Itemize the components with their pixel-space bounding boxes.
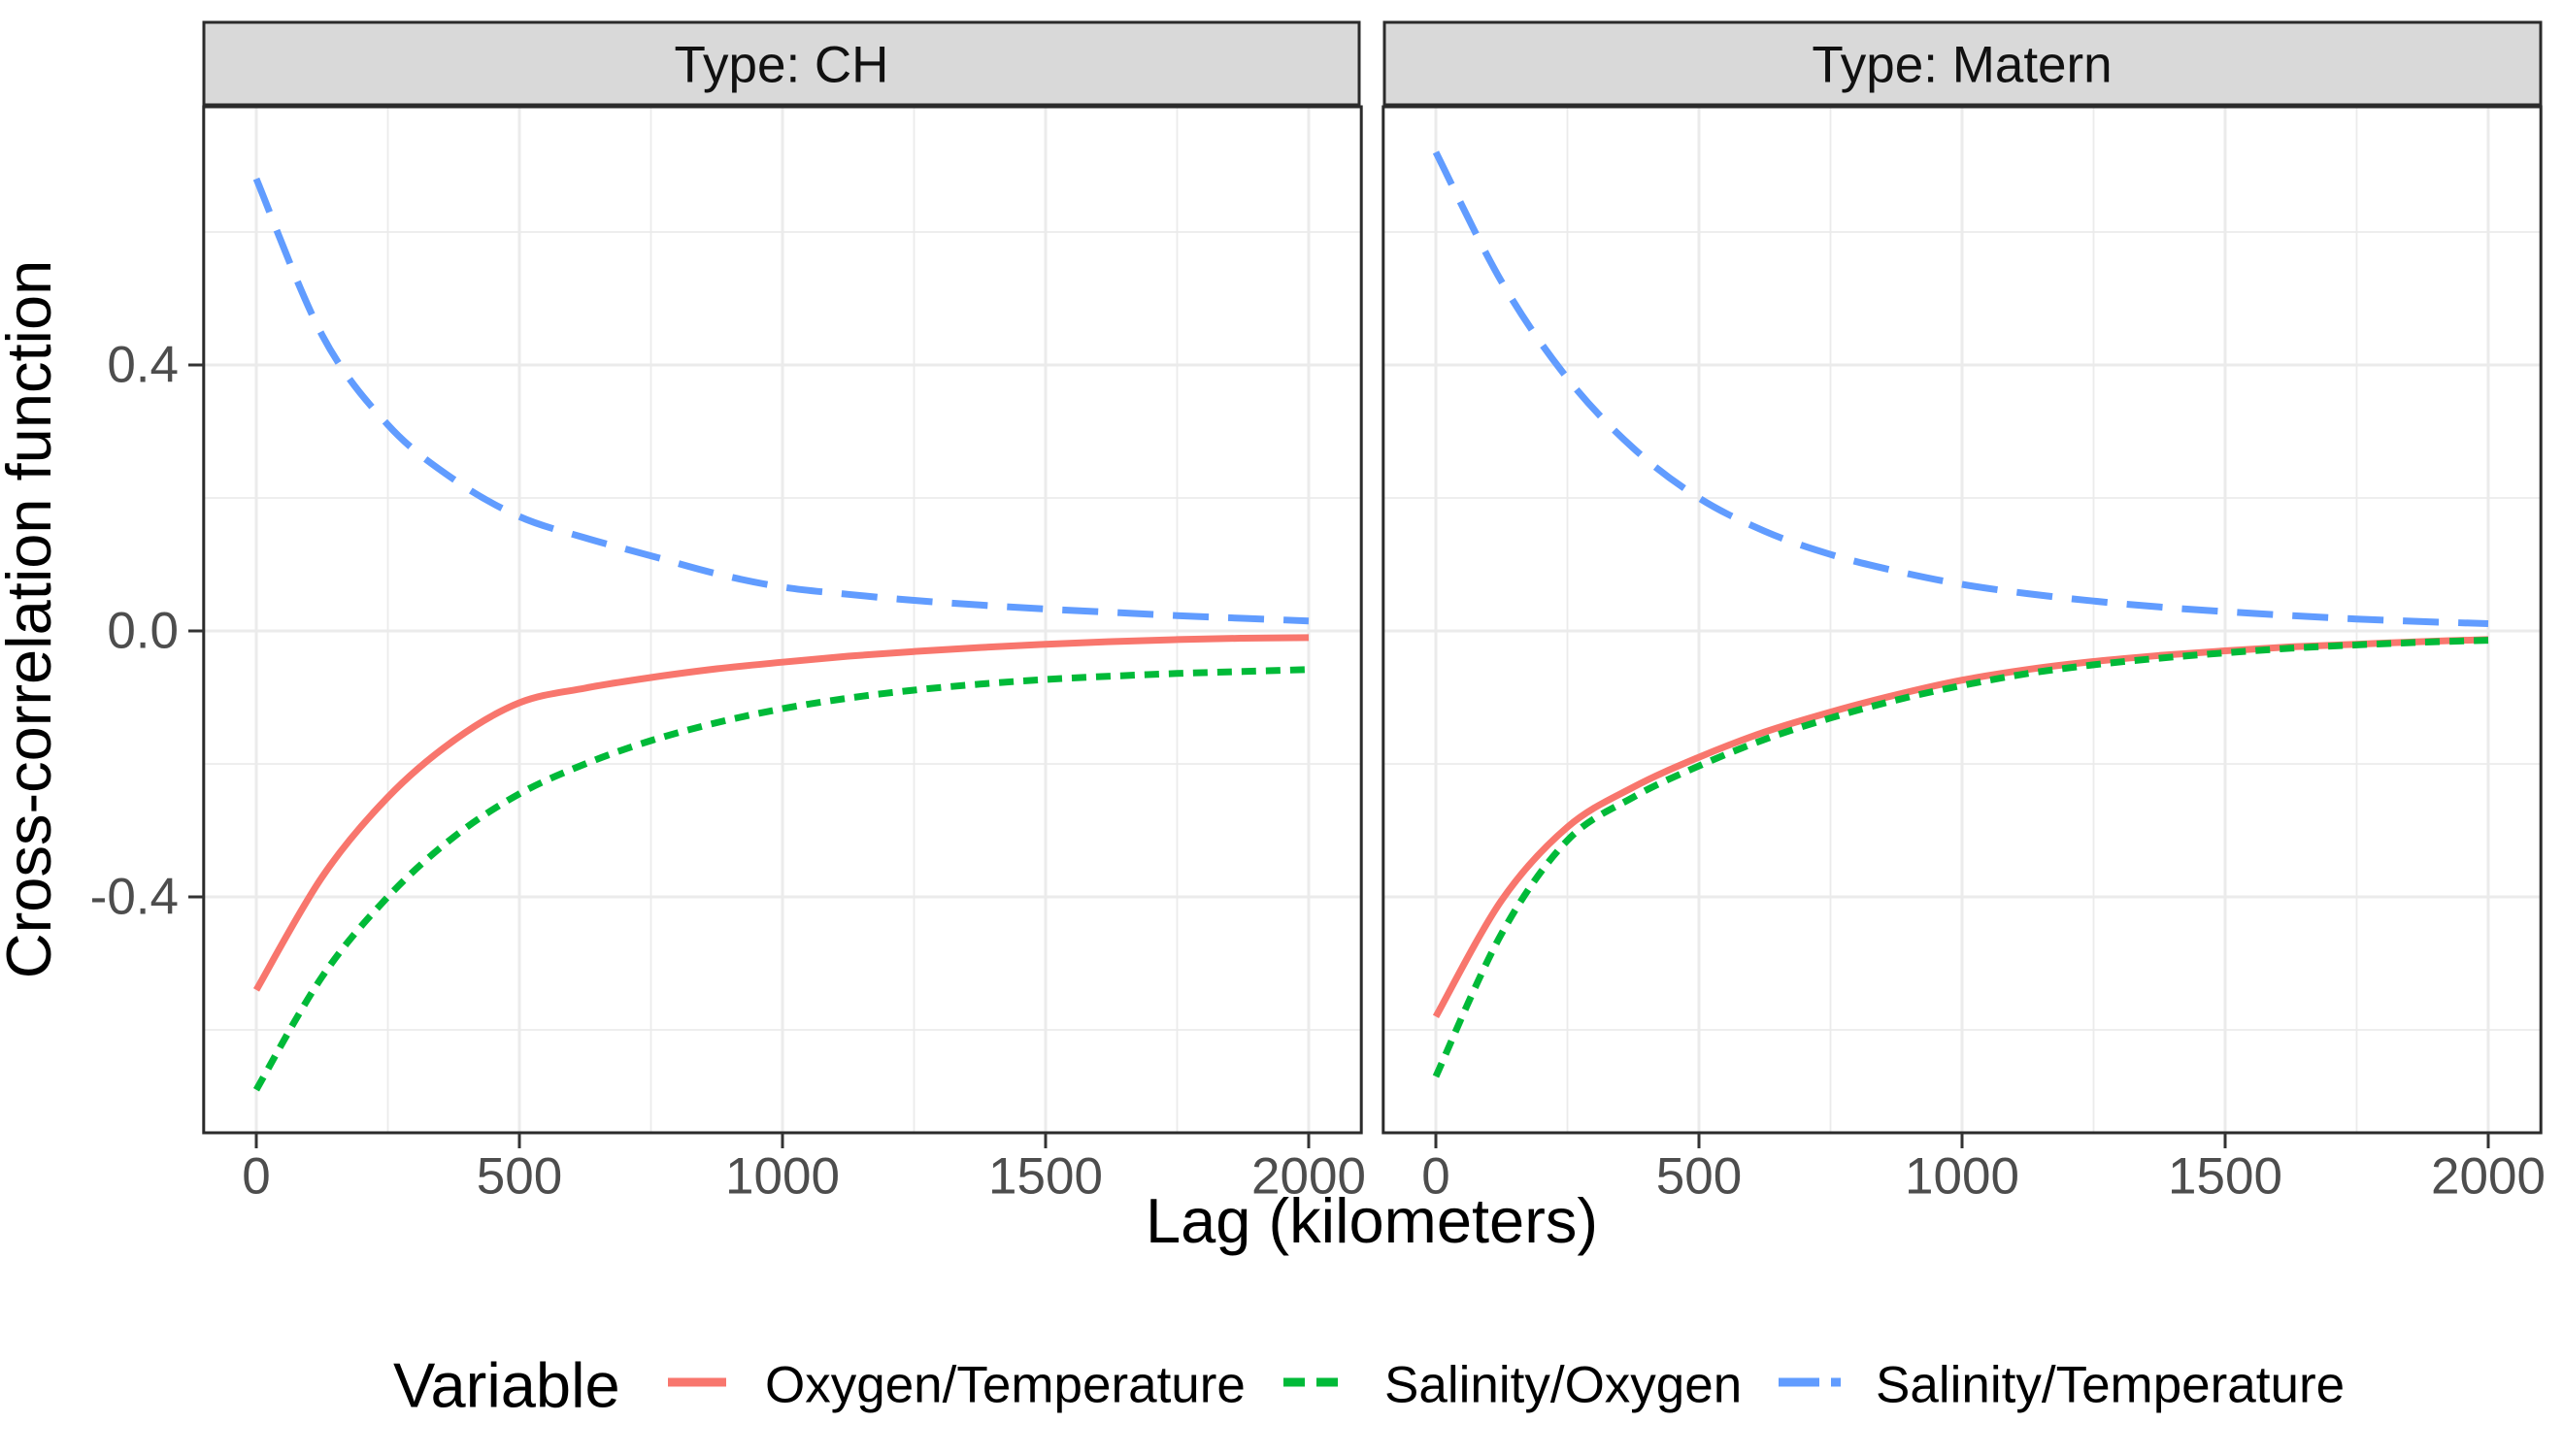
x-tick-label: 500 bbox=[477, 1148, 562, 1206]
legend-item-salinity-oxygen: Salinity/Oxygen bbox=[1283, 1357, 1742, 1414]
facet-strip-matern bbox=[1382, 20, 2543, 107]
legend-label-salinity-oxygen: Salinity/Oxygen bbox=[1384, 1357, 1742, 1414]
x-tick-label: 1000 bbox=[725, 1148, 840, 1206]
facet-strips: Type: CH Type: Matern bbox=[202, 20, 2543, 107]
curve-type--matern-salinity-temperature bbox=[1432, 150, 2489, 627]
curve-type--matern-salinity-oxygen bbox=[1432, 637, 2489, 1078]
y-tick-label: 0.0 bbox=[107, 603, 179, 660]
legend-item-salinity-temperature: Salinity/Temperature bbox=[1779, 1357, 2345, 1414]
legend-label-oxygen-temperature: Oxygen/Temperature bbox=[765, 1357, 1246, 1414]
x-tick-label: 1500 bbox=[988, 1148, 1103, 1206]
y-tick-label: -0.4 bbox=[90, 869, 179, 926]
legend: Variable Oxygen/Temperature Salinity/Oxy… bbox=[393, 1350, 2345, 1421]
legend-title: Variable bbox=[393, 1350, 620, 1421]
x-tick-label: 500 bbox=[1656, 1148, 1742, 1206]
facet-strip-label-matern: Type: Matern bbox=[1812, 37, 2112, 94]
x-tick-label: 2000 bbox=[2431, 1148, 2546, 1206]
x-axis: 0 500 1000 1500 2000 0 500 1000 1500 2000 bbox=[242, 1133, 2546, 1206]
panel-matern bbox=[1381, 105, 2543, 1135]
curve-type--ch-salinity-temperature bbox=[252, 177, 1310, 625]
x-tick-label: 1000 bbox=[1905, 1148, 2019, 1206]
legend-item-oxygen-temperature: Oxygen/Temperature bbox=[668, 1357, 1246, 1414]
facet-strip-label-ch: Type: CH bbox=[675, 37, 889, 94]
x-axis-title: Lag (kilometers) bbox=[1146, 1185, 1598, 1256]
y-tick-label: 0.4 bbox=[107, 337, 179, 394]
x-tick-label: 2000 bbox=[1251, 1148, 1366, 1206]
x-tick-label: 0 bbox=[1421, 1148, 1449, 1206]
y-axis-title: Cross-correlation function bbox=[0, 260, 64, 979]
y-axis: 0.4 0.0 -0.4 bbox=[90, 337, 204, 926]
facet-strip-ch bbox=[202, 20, 1361, 107]
legend-label-salinity-temperature: Salinity/Temperature bbox=[1876, 1357, 2345, 1414]
panel-ch bbox=[202, 105, 1363, 1135]
curve-type--ch-oxygen-temperature bbox=[252, 634, 1310, 992]
curve-type--ch-salinity-oxygen bbox=[252, 666, 1310, 1092]
x-tick-label: 0 bbox=[242, 1148, 270, 1206]
x-tick-label: 1500 bbox=[2168, 1148, 2282, 1206]
